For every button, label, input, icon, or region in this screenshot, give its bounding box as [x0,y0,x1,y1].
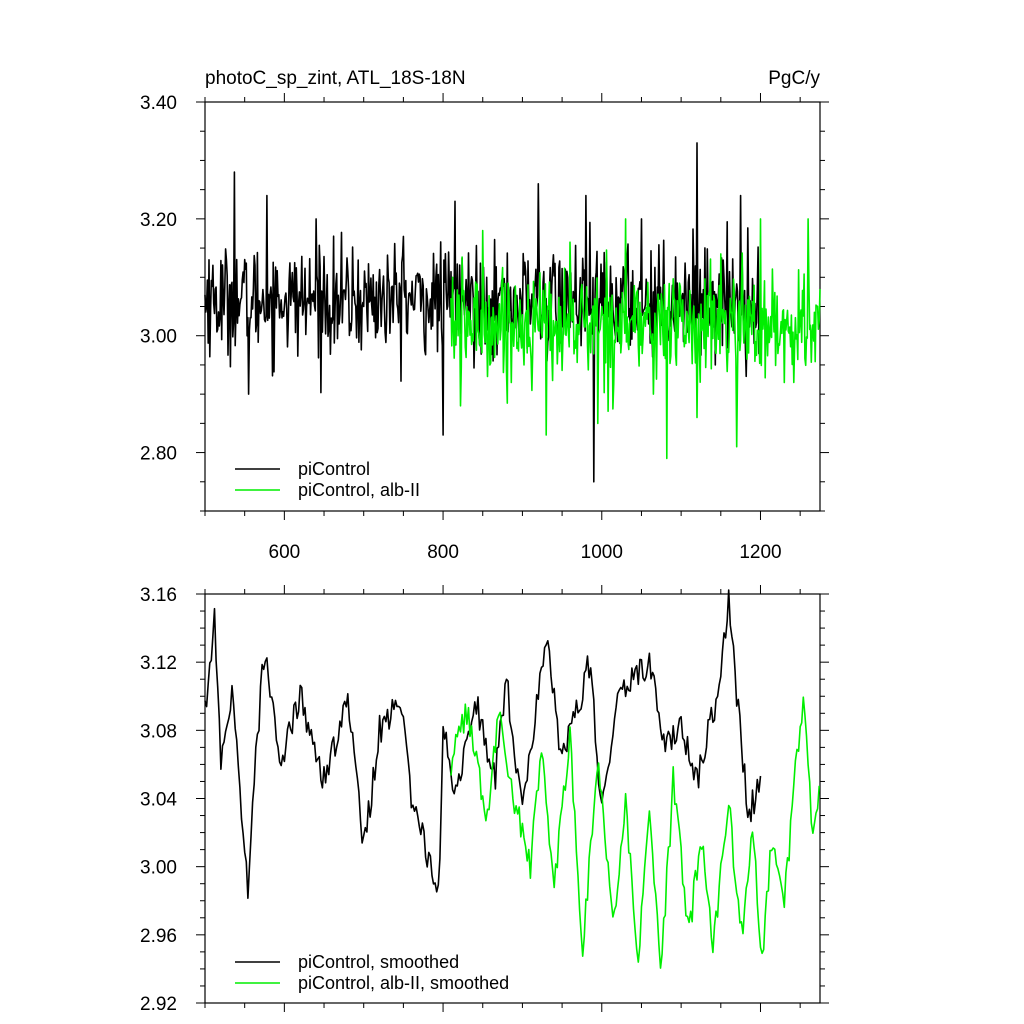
bottom-legend-label-picontrol-smoothed: piControl, smoothed [298,952,459,972]
bottom-y-tick-label: 3.12 [140,653,177,674]
top-y-tick-label: 2.80 [140,444,177,465]
top-series-line-1 [450,218,821,460]
top-x-tick-label: 600 [269,542,301,563]
top-y-tick-label: 3.00 [140,327,177,348]
bottom-y-tick-label: 2.96 [140,926,177,947]
top-panel-title: photoC_sp_zint, ATL_18S-18N [205,68,466,89]
top-legend-label-alb-ii: piControl, alb-II [298,480,420,500]
top-x-tick-label: 1000 [581,542,623,563]
top-panel: photoC_sp_zint, ATL_18S-18N PgC/y 600 800… [140,68,829,563]
top-axes: 600 800 1000 1200 2.80 3.00 3.20 3.40 [140,93,829,563]
bottom-series-lines [204,589,820,969]
top-legend-label-picontrol: piControl [298,459,370,479]
bottom-series-line-1 [450,696,820,969]
bottom-y-tick-label: 3.08 [140,721,177,742]
bottom-y-tick-label: 2.92 [140,994,177,1015]
top-legend: piControl piControl, alb-II [235,459,420,500]
top-y-tick-label: 3.40 [140,93,177,114]
bottom-legend-label-alb-ii-smoothed: piControl, alb-II, smoothed [298,973,509,993]
top-series-lines [204,142,821,483]
bottom-panel: 2.92 2.96 3.00 3.04 3.08 3.12 3.16 piControl, … [140,585,829,1015]
bottom-y-tick-label: 3.00 [140,858,177,879]
top-x-tick-label: 1200 [739,542,781,563]
top-y-tick-label: 3.20 [140,210,177,231]
bottom-legend: piControl, smoothed piControl, alb-II, s… [235,952,509,993]
bottom-y-tick-label: 3.04 [140,790,177,811]
top-x-tick-label: 800 [427,542,459,563]
bottom-y-tick-label: 3.16 [140,585,177,606]
top-panel-units: PgC/y [768,68,820,89]
bottom-axes: 2.92 2.96 3.00 3.04 3.08 3.12 3.16 [140,585,829,1015]
bottom-series-line-0 [204,589,762,899]
